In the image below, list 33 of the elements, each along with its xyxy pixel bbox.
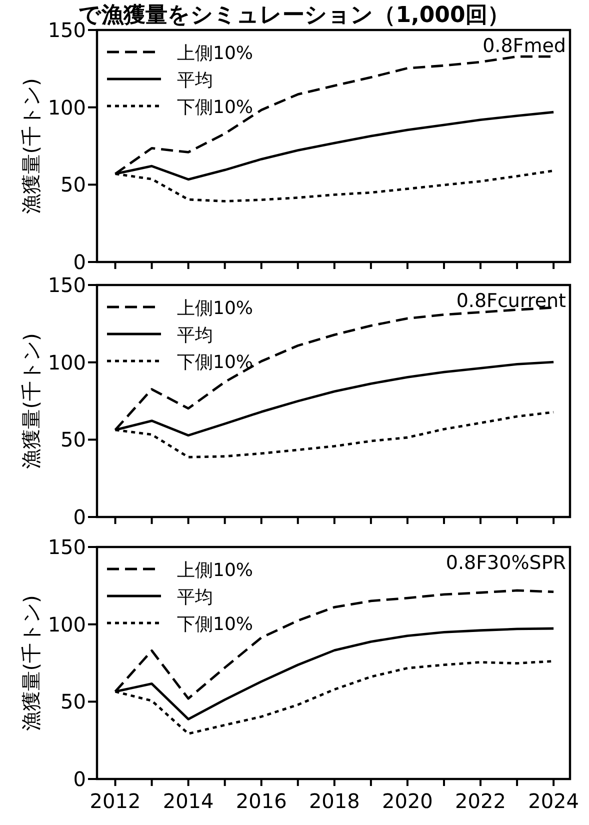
- y-tick-label: 100: [48, 350, 86, 374]
- annotation: 0.8F30%SPR: [446, 552, 566, 574]
- x-tick-label: 2024: [528, 789, 580, 813]
- y-tick-label: 50: [60, 690, 86, 714]
- legend-label: 下側10%: [177, 97, 254, 118]
- y-tick-label: 100: [48, 95, 86, 120]
- x-tick-label: 2012: [90, 789, 141, 813]
- y-tick-label: 0: [73, 767, 86, 791]
- legend-label: 平均: [177, 325, 213, 346]
- legend-label: 下側10%: [177, 614, 254, 635]
- legend-label: 上側10%: [177, 298, 254, 319]
- y-tick-label: 0: [73, 505, 86, 529]
- legend-label: 平均: [177, 70, 213, 91]
- y-axis-title: 漁獲量(千トン): [19, 595, 43, 731]
- x-tick-label: 2022: [455, 789, 506, 813]
- y-tick-label: 100: [48, 612, 86, 636]
- y-tick-label: 150: [48, 273, 86, 297]
- x-tick-label: 2020: [382, 789, 433, 813]
- y-tick-label: 50: [60, 428, 86, 452]
- y-tick-label: 0: [73, 250, 86, 274]
- legend-label: 上側10%: [177, 560, 254, 581]
- y-axis-title: 漁獲量(千トン): [19, 78, 43, 214]
- annotation: 0.8Fcurrent: [456, 290, 566, 312]
- y-tick-label: 150: [48, 535, 86, 559]
- annotation: 0.8Fmed: [482, 35, 566, 57]
- legend-label: 上側10%: [177, 43, 254, 64]
- legend-label: 平均: [177, 587, 213, 608]
- y-axis-title: 漁獲量(千トン): [19, 333, 43, 469]
- x-tick-label: 2016: [236, 789, 287, 813]
- x-tick-label: 2014: [162, 789, 214, 813]
- x-tick-label: 2018: [308, 789, 360, 813]
- legend-label: 下側10%: [177, 352, 254, 373]
- y-tick-label: 50: [60, 172, 86, 197]
